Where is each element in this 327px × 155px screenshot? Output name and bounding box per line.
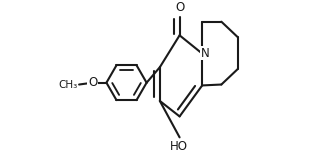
Text: HO: HO xyxy=(169,140,187,153)
Text: CH₃: CH₃ xyxy=(59,80,78,90)
Text: O: O xyxy=(88,76,97,89)
Text: O: O xyxy=(175,1,184,14)
Text: N: N xyxy=(200,46,209,60)
